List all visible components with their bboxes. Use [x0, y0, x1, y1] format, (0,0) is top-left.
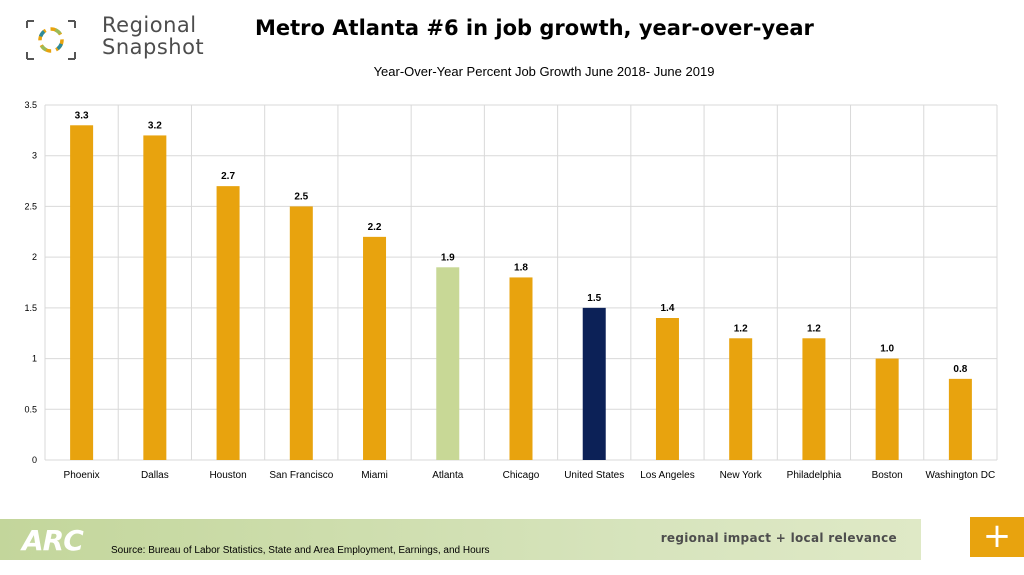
y-tick-label: 1	[32, 354, 37, 364]
data-label: 1.4	[661, 303, 675, 314]
category-label: San Francisco	[269, 470, 333, 481]
y-tick-label: 2	[32, 252, 37, 262]
bar	[216, 186, 240, 460]
bar	[289, 206, 313, 460]
data-label: 1.8	[514, 262, 528, 273]
category-label: Phoenix	[64, 470, 100, 481]
data-label: 2.2	[368, 222, 382, 233]
data-label: 1.2	[734, 323, 748, 334]
category-label: Chicago	[503, 470, 540, 481]
data-label: 1.2	[807, 323, 821, 334]
category-label: Boston	[872, 470, 903, 481]
category-label: Miami	[361, 470, 388, 481]
category-label: New York	[720, 470, 763, 481]
category-label: Atlanta	[432, 470, 464, 481]
bar	[802, 338, 826, 460]
bar	[70, 125, 94, 461]
arc-logo: ARC	[22, 524, 84, 557]
bar-chart: 0 0.5 1 1.5 2 2.5 3 3.5 3.3 Phoenix 3.2 Dallas 2.7 Ho…	[24, 100, 998, 481]
y-tick-label: 1.5	[24, 303, 37, 313]
y-tick-label: 2.5	[24, 201, 37, 211]
y-tick-label: 0	[32, 455, 37, 465]
category-label: Washington DC	[926, 470, 996, 481]
bar	[436, 267, 460, 460]
bar	[948, 378, 972, 460]
data-label: 2.5	[294, 191, 308, 202]
category-label: Dallas	[141, 470, 169, 481]
data-label: 1.5	[587, 293, 601, 304]
y-tick-label: 3.5	[24, 100, 37, 110]
data-label: 1.0	[880, 344, 894, 355]
data-label: 3.3	[75, 110, 89, 121]
regional-snapshot-logo: Regional Snapshot	[14, 12, 214, 62]
data-label: 1.9	[441, 252, 455, 263]
category-label: Los Angeles	[640, 470, 695, 481]
bar	[143, 135, 167, 460]
bar	[729, 338, 753, 460]
category-label: United States	[564, 470, 624, 481]
bar	[509, 277, 533, 460]
data-label: 3.2	[148, 120, 162, 131]
logo-text: Regional Snapshot	[102, 13, 205, 59]
bar	[582, 307, 606, 460]
category-label: Philadelphia	[787, 470, 842, 481]
bar	[363, 236, 387, 460]
logo-mark-icon	[26, 20, 76, 60]
source-note: Source: Bureau of Labor Statistics, Stat…	[111, 545, 490, 556]
bar	[655, 318, 679, 460]
slide-title: Metro Atlanta #6 in job growth, year-ove…	[255, 16, 814, 40]
y-tick-label: 0.5	[24, 404, 37, 414]
plus-icon[interactable]: +	[970, 517, 1024, 557]
bar	[875, 358, 899, 460]
tagline: regional impact + local relevance	[660, 531, 897, 545]
data-label: 0.8	[953, 364, 967, 375]
chart-title: Year-Over-Year Percent Job Growth June 2…	[373, 64, 715, 79]
category-label: Houston	[209, 470, 246, 481]
footer-bar: ARC Source: Bureau of Labor Statistics, …	[0, 519, 921, 560]
data-label: 2.7	[221, 171, 235, 182]
y-tick-label: 3	[32, 151, 37, 161]
